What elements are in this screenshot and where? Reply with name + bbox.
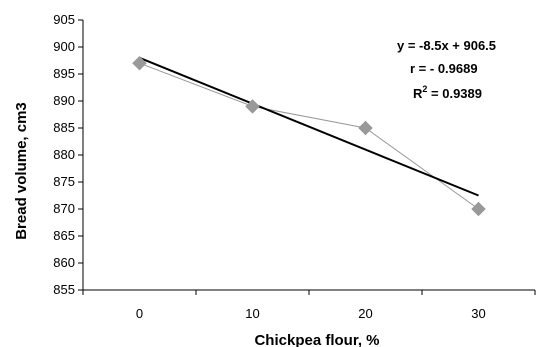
data-point [471, 201, 486, 217]
y-tick-label: 905 [53, 12, 75, 27]
marker-layer [132, 55, 486, 217]
y-tick-label: 900 [53, 39, 75, 54]
r-label: r = - 0.9689 [410, 61, 478, 76]
y-tick-label: 860 [53, 255, 75, 270]
x-tick-label: 0 [136, 306, 143, 321]
trendline-layer [139, 56, 479, 197]
y-tick-label: 870 [53, 201, 75, 216]
r-squared-superscript: 2 [422, 84, 427, 94]
y-tick-label: 885 [53, 120, 75, 135]
y-tick-label: 890 [53, 93, 75, 108]
x-tick-label: 10 [245, 306, 259, 321]
y-tick-label: 880 [53, 147, 75, 162]
x-tick-label: 20 [358, 306, 372, 321]
regression-annotation: y = -8.5x + 906.5 r = - 0.9689 R2 = 0.93… [397, 38, 496, 101]
y-axis: 855 860 865 870 875 880 885 890 895 900 905 [53, 12, 84, 297]
series-layer [139, 62, 479, 210]
trendline [139, 56, 479, 197]
data-point [245, 99, 260, 114]
equation-label: y = -8.5x + 906.5 [397, 38, 496, 53]
data-point [358, 120, 373, 136]
x-axis-title: Chickpea flour, % [254, 332, 379, 347]
x-axis: 0 10 20 30 [82, 289, 536, 321]
x-tick-label: 30 [471, 306, 485, 321]
y-tick-label: 865 [53, 228, 75, 243]
y-tick-label: 875 [53, 174, 75, 189]
data-point [132, 55, 147, 71]
y-tick-label: 855 [53, 282, 75, 297]
r-squared-label: R2 = 0.9389 [413, 84, 482, 101]
y-tick-label: 895 [53, 66, 75, 81]
series-line [139, 62, 479, 210]
y-axis-title: Bread volume, cm3 [13, 102, 30, 240]
